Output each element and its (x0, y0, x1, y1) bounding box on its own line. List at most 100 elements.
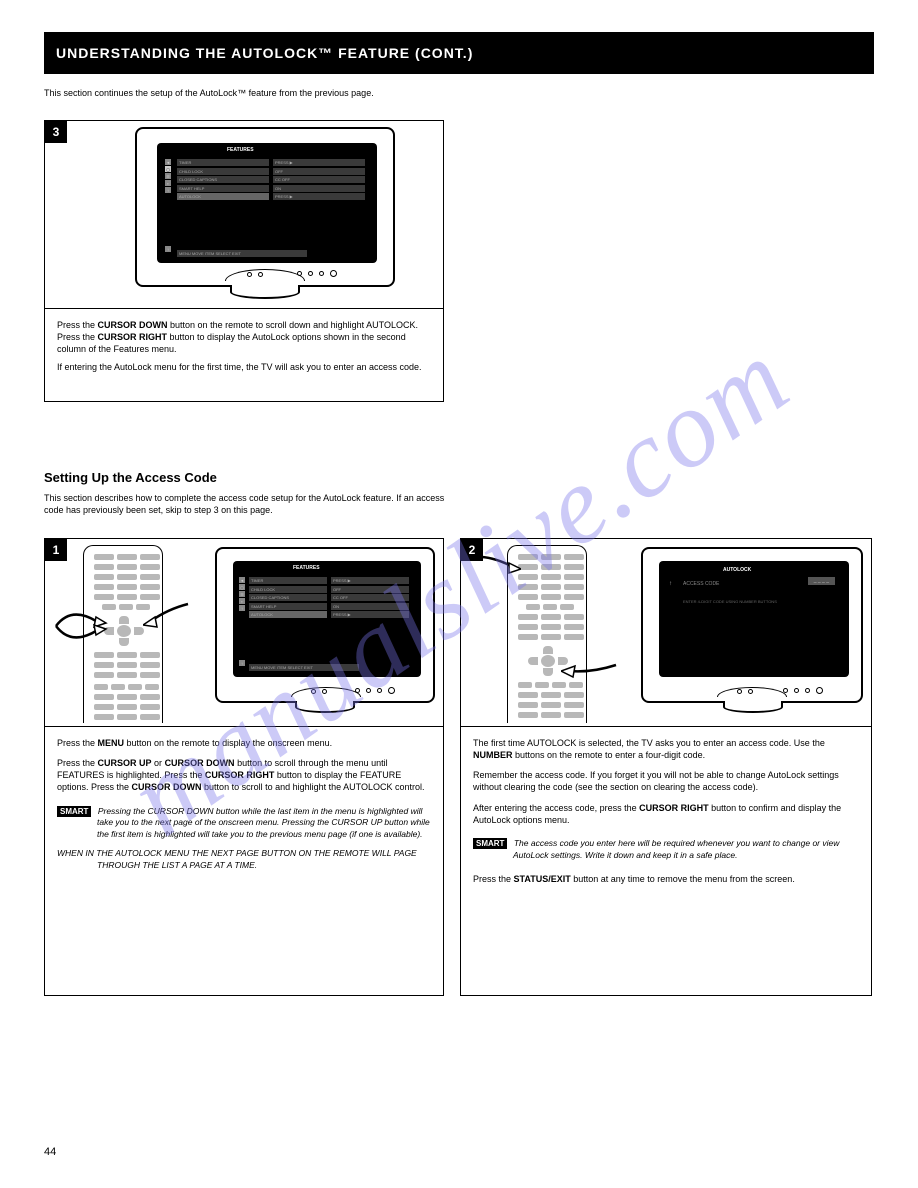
osd-item-highlighted: AUTOLOCK (177, 193, 269, 200)
info-icon: ↑ (165, 246, 171, 252)
osd-item: CHILD LOCK (249, 586, 327, 593)
tv-stand (230, 285, 300, 299)
step-panel-3: 3 FEATURES ◄ ◻ ☰ ▪ ↑ TIMER (44, 120, 444, 402)
features-icon: ☰ (239, 591, 245, 597)
arrow-to-cursor-right (143, 599, 193, 639)
tv-button-dot-large (388, 687, 395, 694)
tv-button-dot (366, 688, 371, 693)
tv-graphic: FEATURES ◄ ◻ ☰ ▪ ↑ TIMER CHILD LOCK CLOS… (135, 127, 395, 303)
panel2-note: Press the STATUS/EXIT button at any time… (473, 873, 859, 885)
tv-button-dot (355, 688, 360, 693)
tv-button-dot (783, 688, 788, 693)
speaker-icon: ◄ (239, 577, 245, 583)
tv-right-buttons (355, 687, 395, 694)
text: Press the (57, 758, 98, 768)
source-icon: ▪ (165, 180, 171, 186)
picture-icon: ◻ (239, 584, 245, 590)
osd-menu-right: PRESS ▶ OFF CC OFF ON PRESS ▶ (273, 159, 365, 200)
arrow-to-cursor-left (51, 601, 111, 651)
text-bold: CURSOR RIGHT (98, 332, 168, 342)
osd-item: TIMER (177, 159, 269, 166)
osd-item: CLOSED CAPTIONS (249, 594, 327, 601)
panel1-para1: Press the MENU button on the remote to d… (57, 737, 431, 749)
tv-right-buttons (297, 270, 337, 277)
osd-menu-left: TIMER CHILD LOCK CLOSED CAPTIONS SMART H… (249, 577, 327, 618)
text-bold: NUMBER (473, 750, 513, 760)
text: Press the (473, 874, 514, 884)
tv-button-dot (308, 271, 313, 276)
tv-button-dot (247, 272, 252, 277)
osd-icon-col: ◄ ◻ ☰ ▪ ↑ (165, 159, 171, 194)
text: Press the (57, 320, 98, 330)
tv-button-dot (311, 689, 316, 694)
osd-icon-col: ◄ ◻ ☰ ▪ ↑ (239, 577, 245, 612)
tv-button-dot-large (816, 687, 823, 694)
text-bold: CURSOR DOWN (165, 758, 235, 768)
tv-button-dot (737, 689, 742, 694)
tv-button-dot (377, 688, 382, 693)
text-bold: CURSOR DOWN (132, 782, 202, 792)
tv-button-dot (297, 271, 302, 276)
page-number: 44 (44, 1146, 56, 1158)
source-icon: ▪ (239, 598, 245, 604)
tv-center-buttons (737, 689, 753, 694)
panel3-para1: Press the CURSOR DOWN button on the remo… (57, 319, 431, 355)
mid-section-body: This section describes how to complete t… (44, 492, 454, 516)
panel-2-image-zone: 2 (461, 539, 871, 727)
tv-stand (295, 701, 355, 713)
osd-value: OFF (331, 586, 409, 593)
text: or (152, 758, 165, 768)
access-code-row: ACCESS CODE (683, 581, 719, 587)
text: buttons on the remote to enter a four-di… (513, 750, 706, 760)
text-bold: CURSOR DOWN (98, 320, 168, 330)
panel2-para1: The first time AUTOLOCK is selected, the… (473, 737, 859, 761)
panel-2-text: The first time AUTOLOCK is selected, the… (461, 727, 871, 895)
smart-help-1b: WHEN IN THE AUTOLOCK MENU THE NEXT PAGE … (57, 848, 431, 871)
osd-item: CHILD LOCK (177, 168, 269, 175)
smart-help-text: The access code you enter here will be r… (513, 838, 839, 860)
osd-value: PRESS ▶ (273, 159, 365, 166)
tv-right-buttons (783, 687, 823, 694)
osd-item-highlighted: AUTOLOCK (249, 611, 327, 618)
smart-help-1: SMART Pressing the CURSOR DOWN button wh… (57, 806, 431, 841)
smart-help-2: SMART The access code you enter here wil… (473, 838, 859, 861)
mid-section-heading: Setting Up the Access Code (44, 470, 217, 485)
text: After entering the access code, press th… (473, 803, 639, 813)
code-field-box: _ _ _ _ (808, 577, 835, 585)
panel-3-image-zone: 3 FEATURES ◄ ◻ ☰ ▪ ↑ TIMER (45, 121, 443, 309)
text: button to scroll to and highlight the AU… (202, 782, 425, 792)
step-panel-1: 1 (44, 538, 444, 996)
osd-hint-icon: ↑ (165, 246, 171, 253)
panel-1-text: Press the MENU button on the remote to d… (45, 727, 443, 881)
text-bold: CURSOR RIGHT (639, 803, 709, 813)
lock-icon: ↑ (239, 605, 245, 611)
smart-help-text: Pressing the CURSOR DOWN button while th… (97, 806, 430, 839)
panel3-para2: If entering the AutoLock menu for the fi… (57, 361, 431, 373)
tv-graphic-2: AUTOLOCK ↑ ACCESS CODE _ _ _ _ ENTER 4-D… (641, 547, 863, 719)
osd-value: CC OFF (331, 594, 409, 601)
osd-item: SMART HELP (249, 603, 327, 610)
lock-icon-small: ↑ (669, 581, 672, 587)
tv-stand (723, 701, 783, 713)
text-bold: STATUS/EXIT (514, 874, 571, 884)
text: button at any time to remove the menu fr… (571, 874, 795, 884)
osd-value: PRESS ▶ (331, 577, 409, 584)
osd-title-2: AUTOLOCK (723, 567, 751, 573)
tv-button-dot (794, 688, 799, 693)
tv-button-dot (322, 689, 327, 694)
text-bold: CURSOR UP (98, 758, 152, 768)
text: Press the (57, 738, 98, 748)
smart-help-label: SMART (473, 838, 507, 849)
panel1-para2: Press the CURSOR UP or CURSOR DOWN butto… (57, 757, 431, 793)
osd-item: SMART HELP (177, 185, 269, 192)
osd-value: ON (331, 603, 409, 610)
access-code-label: ACCESS CODE (683, 581, 719, 587)
tv-center-buttons (311, 689, 327, 694)
osd-value: CC OFF (273, 176, 365, 183)
osd-value: ON (273, 185, 365, 192)
osd-hint-text: MENU MOVE ITEM SELECT EXIT (249, 664, 359, 671)
text: button on the remote to display the onsc… (124, 738, 332, 748)
osd-hint-bar: MENU MOVE ITEM SELECT EXIT (249, 664, 359, 671)
text-bold: CURSOR RIGHT (205, 770, 275, 780)
tv-screen-osd-1: FEATURES ◄ ◻ ☰ ▪ ↑ TIMER CHILD LOCK CLOS… (233, 561, 421, 677)
